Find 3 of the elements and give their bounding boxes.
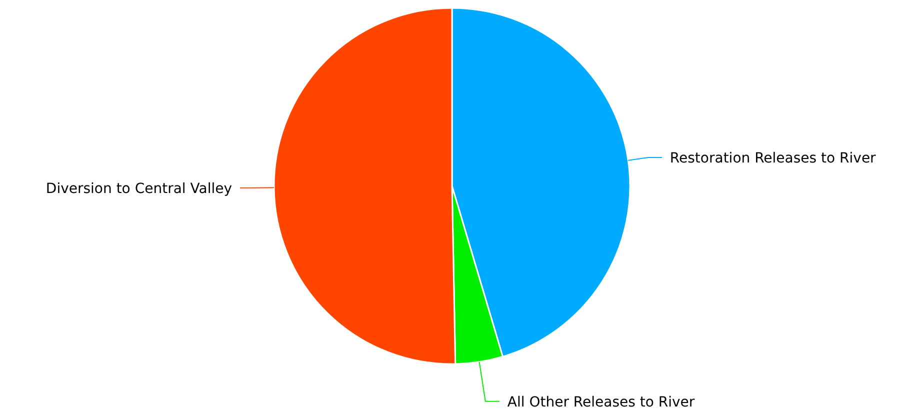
slice-label: All Other Releases to River — [507, 394, 695, 410]
slice-label: Diversion to Central Valley — [46, 180, 232, 197]
slice-label: Restoration Releases to River — [670, 150, 876, 166]
